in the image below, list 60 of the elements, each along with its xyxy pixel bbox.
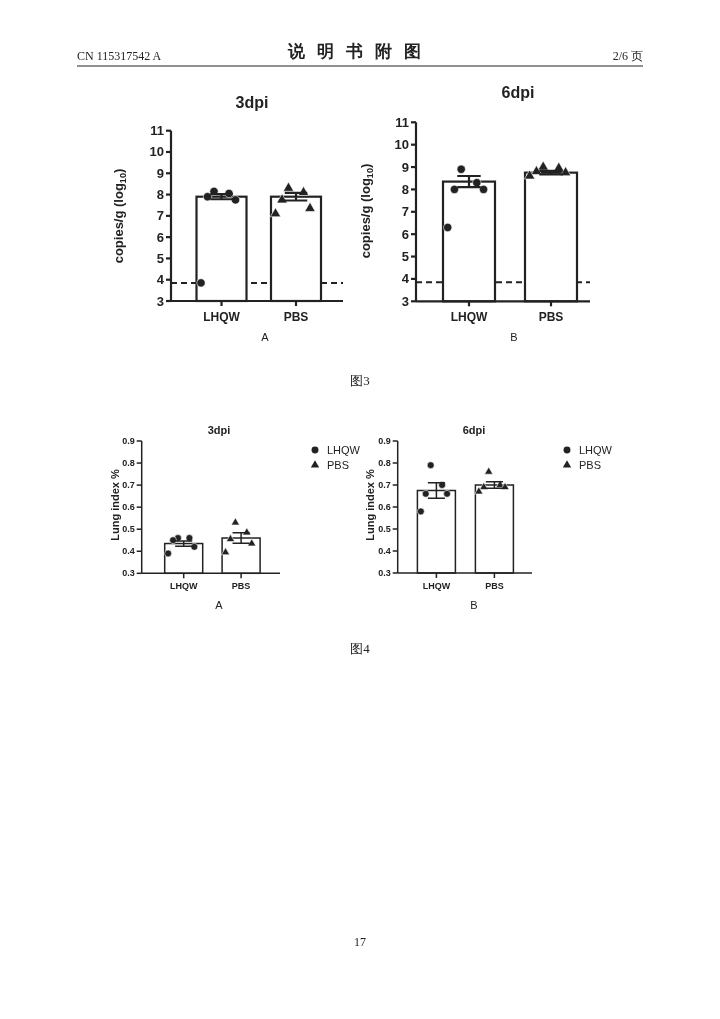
- y-tick-label: 0.8: [378, 458, 391, 468]
- text: A: [215, 599, 224, 611]
- x-tick-label: LHQW: [450, 310, 488, 325]
- y-tick-label: 6: [156, 229, 164, 245]
- y-tick-label: 7: [401, 204, 409, 220]
- text: A: [261, 331, 270, 343]
- y-tick-label: 5: [401, 249, 409, 265]
- y-tick-label: 10: [149, 144, 164, 160]
- y-axis-title: Lung index %: [364, 469, 376, 541]
- text: B: [510, 331, 518, 343]
- y-tick-label: 11: [395, 114, 409, 130]
- y-tick-label: 4: [156, 272, 165, 288]
- y-tick-label: 0.9: [122, 436, 135, 446]
- y-tick-label: 0.7: [122, 480, 135, 491]
- y-tick-label: 0.7: [378, 480, 391, 490]
- y-tick-label: 9: [401, 159, 409, 175]
- y-tick-label: 0.4: [378, 546, 391, 556]
- legend-label: PBS: [327, 459, 350, 471]
- text: CN 115317542 A: [77, 49, 162, 63]
- x-tick-label: LHQW: [422, 581, 451, 591]
- y-tick-label: 0.6: [122, 502, 135, 513]
- x-tick-label: LHQW: [169, 581, 198, 592]
- chart-title: 3dpi: [207, 424, 231, 436]
- y-tick-label: 11: [150, 123, 164, 139]
- text: 2/6 页: [612, 49, 643, 63]
- y-tick-label: 0.5: [378, 524, 391, 534]
- y-tick-label: 8: [401, 181, 409, 197]
- y-tick-label: 6: [401, 226, 409, 242]
- y-tick-label: 9: [156, 165, 164, 181]
- text: 说明书附图: [286, 42, 433, 61]
- y-tick-label: 0.3: [378, 568, 391, 578]
- y-tick-label: 0.4: [122, 546, 135, 557]
- y-tick-label: 3: [156, 293, 164, 309]
- legend-label: LHQW: [327, 444, 361, 456]
- y-tick-label: 7: [156, 208, 164, 224]
- caption: 图4: [350, 641, 371, 656]
- y-tick-label: 5: [156, 250, 164, 266]
- chart-title: 6dpi: [501, 84, 535, 101]
- text: 17: [354, 935, 366, 949]
- y-tick-label: 0.6: [378, 502, 391, 512]
- x-tick-label: PBS: [231, 581, 251, 592]
- x-tick-label: PBS: [538, 310, 564, 325]
- y-tick-label: 0.3: [122, 568, 135, 579]
- y-tick-label: 4: [401, 271, 410, 287]
- x-tick-label: LHQW: [203, 310, 241, 324]
- y-axis-title: Lung index %: [109, 469, 121, 541]
- y-tick-label: 0.9: [378, 436, 391, 446]
- y-tick-label: 8: [156, 187, 164, 203]
- y-tick-label: 3: [401, 293, 409, 309]
- x-tick-label: PBS: [485, 581, 504, 591]
- y-tick-label: 0.5: [122, 524, 135, 535]
- x-tick-label: PBS: [283, 310, 309, 324]
- caption: 图3: [350, 373, 370, 388]
- y-tick-label: 0.8: [122, 458, 135, 469]
- chart-title: 3dpi: [235, 94, 269, 111]
- y-tick-label: 10: [394, 137, 409, 153]
- chart-title: 6dpi: [462, 424, 486, 436]
- text: B: [470, 599, 478, 611]
- legend-label: PBS: [579, 459, 602, 471]
- legend-label: LHQW: [579, 444, 613, 456]
